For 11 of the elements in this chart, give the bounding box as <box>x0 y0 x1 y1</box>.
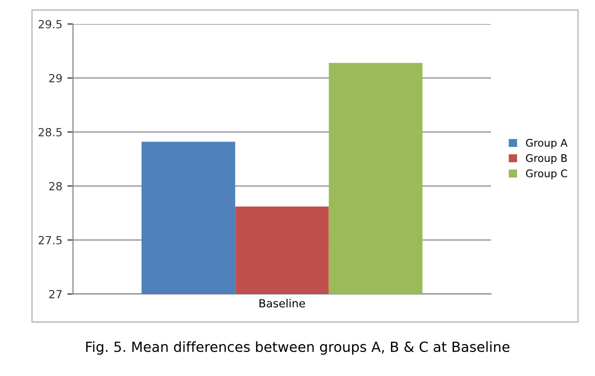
y-tick-label: 27 <box>49 290 62 298</box>
legend-label: Group A <box>526 138 568 149</box>
legend-label: Group C <box>526 169 568 180</box>
y-tick-label: 28 <box>49 182 62 190</box>
caption: Fig. 5. Mean differences between groups A, B & C at Baseline <box>86 341 510 355</box>
y-tick-label: 27.5 <box>38 236 62 244</box>
y-tick-label: 28.5 <box>38 128 62 136</box>
y-tick-label: 29.5 <box>38 20 62 28</box>
legend-label: Group B <box>526 154 567 164</box>
x-tick-label: Baseline <box>260 298 305 308</box>
y-tick-label: 29 <box>49 74 62 82</box>
